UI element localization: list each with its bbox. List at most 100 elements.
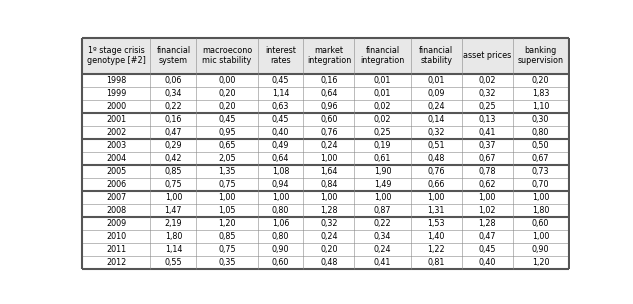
Text: 0,90: 0,90 (272, 245, 289, 254)
Text: financial
integration: financial integration (360, 46, 404, 65)
Text: banking
supervision: banking supervision (518, 46, 563, 65)
Text: 2006: 2006 (106, 180, 126, 189)
Text: 1,02: 1,02 (479, 206, 496, 215)
Text: 0,62: 0,62 (479, 180, 496, 189)
Text: 0,76: 0,76 (320, 128, 338, 137)
Text: 0,25: 0,25 (373, 128, 391, 137)
Text: 1999: 1999 (106, 89, 126, 98)
Text: 0,25: 0,25 (479, 102, 496, 111)
Text: financial
stability: financial stability (419, 46, 453, 65)
Text: 0,22: 0,22 (373, 219, 391, 228)
Text: 1,28: 1,28 (479, 219, 496, 228)
Text: 1,05: 1,05 (218, 206, 235, 215)
Text: 1,00: 1,00 (479, 193, 496, 202)
Bar (82, 100, 568, 113)
Text: 0,76: 0,76 (427, 167, 445, 176)
Text: 0,48: 0,48 (427, 154, 445, 163)
Text: 1,40: 1,40 (427, 232, 445, 241)
Text: 0,60: 0,60 (272, 258, 289, 268)
Text: 1,00: 1,00 (532, 193, 549, 202)
Text: 1,00: 1,00 (532, 232, 549, 241)
Text: 0,02: 0,02 (373, 102, 391, 111)
Text: 0,41: 0,41 (374, 258, 391, 268)
Bar (82, 152, 568, 165)
Text: 0,19: 0,19 (373, 141, 391, 150)
Text: 1,64: 1,64 (320, 167, 337, 176)
Text: 0,02: 0,02 (373, 115, 391, 124)
Text: 0,37: 0,37 (479, 141, 496, 150)
Text: 0,51: 0,51 (427, 141, 445, 150)
Text: 1,00: 1,00 (427, 193, 445, 202)
Text: 1,00: 1,00 (320, 193, 337, 202)
Text: 0,80: 0,80 (272, 206, 289, 215)
Text: 0,95: 0,95 (218, 128, 235, 137)
Text: 1,00: 1,00 (272, 193, 289, 202)
Text: 0,81: 0,81 (427, 258, 445, 268)
Text: 0,00: 0,00 (218, 76, 235, 85)
Text: 1,20: 1,20 (218, 219, 235, 228)
Bar (82, 87, 568, 100)
Text: 0,96: 0,96 (320, 102, 338, 111)
Text: 0,40: 0,40 (479, 258, 496, 268)
Text: 1º stage crisis
genotype [#2]: 1º stage crisis genotype [#2] (87, 46, 146, 65)
Text: 0,42: 0,42 (165, 154, 182, 163)
Text: 2001: 2001 (106, 115, 126, 124)
Text: 0,16: 0,16 (165, 115, 182, 124)
Text: 0,73: 0,73 (532, 167, 549, 176)
Text: 0,50: 0,50 (532, 141, 549, 150)
Bar (82, 243, 568, 256)
Text: 0,60: 0,60 (532, 219, 549, 228)
Bar (82, 139, 568, 152)
Text: 0,64: 0,64 (320, 89, 337, 98)
Text: 0,24: 0,24 (373, 245, 391, 254)
Text: 0,85: 0,85 (218, 232, 235, 241)
Bar (82, 256, 568, 269)
Text: 1,20: 1,20 (532, 258, 549, 268)
Text: 0,45: 0,45 (272, 115, 289, 124)
Text: 1,06: 1,06 (272, 219, 289, 228)
Text: 0,16: 0,16 (320, 76, 337, 85)
Bar (82, 178, 568, 191)
Text: 2009: 2009 (106, 219, 126, 228)
Text: 1,10: 1,10 (532, 102, 549, 111)
Text: 0,75: 0,75 (165, 180, 182, 189)
Text: 0,24: 0,24 (320, 232, 338, 241)
Text: 0,80: 0,80 (532, 128, 549, 137)
Text: 0,75: 0,75 (218, 245, 235, 254)
Text: 1,49: 1,49 (373, 180, 391, 189)
Text: 1,31: 1,31 (427, 206, 445, 215)
Text: 1,00: 1,00 (320, 154, 337, 163)
Text: 0,45: 0,45 (272, 76, 289, 85)
Bar (82, 191, 568, 204)
Text: 0,67: 0,67 (479, 154, 496, 163)
Text: 0,20: 0,20 (218, 102, 235, 111)
Text: 0,20: 0,20 (218, 89, 235, 98)
Text: 2010: 2010 (106, 232, 126, 241)
Text: financial
system: financial system (156, 46, 191, 65)
Text: 2000: 2000 (106, 102, 126, 111)
Text: 1,53: 1,53 (427, 219, 445, 228)
Text: 0,32: 0,32 (479, 89, 496, 98)
Text: 2011: 2011 (106, 245, 126, 254)
Text: 0,32: 0,32 (320, 219, 338, 228)
Text: 0,65: 0,65 (218, 141, 235, 150)
Text: 0,63: 0,63 (272, 102, 289, 111)
Text: 1,22: 1,22 (427, 245, 445, 254)
Text: macroecono
mic stability: macroecono mic stability (202, 46, 252, 65)
Text: 0,70: 0,70 (532, 180, 549, 189)
Text: 1,80: 1,80 (165, 232, 182, 241)
Text: 0,60: 0,60 (320, 115, 337, 124)
Bar (82, 38, 568, 74)
Text: 1,00: 1,00 (218, 193, 235, 202)
Bar (82, 113, 568, 126)
Text: 0,47: 0,47 (479, 232, 496, 241)
Text: interest
rates: interest rates (265, 46, 296, 65)
Text: 1,35: 1,35 (218, 167, 235, 176)
Text: 0,34: 0,34 (374, 232, 391, 241)
Text: 2012: 2012 (106, 258, 126, 268)
Text: 1,28: 1,28 (320, 206, 338, 215)
Text: 1,90: 1,90 (373, 167, 391, 176)
Text: 0,45: 0,45 (479, 245, 496, 254)
Text: 0,90: 0,90 (532, 245, 549, 254)
Text: 0,20: 0,20 (320, 245, 338, 254)
